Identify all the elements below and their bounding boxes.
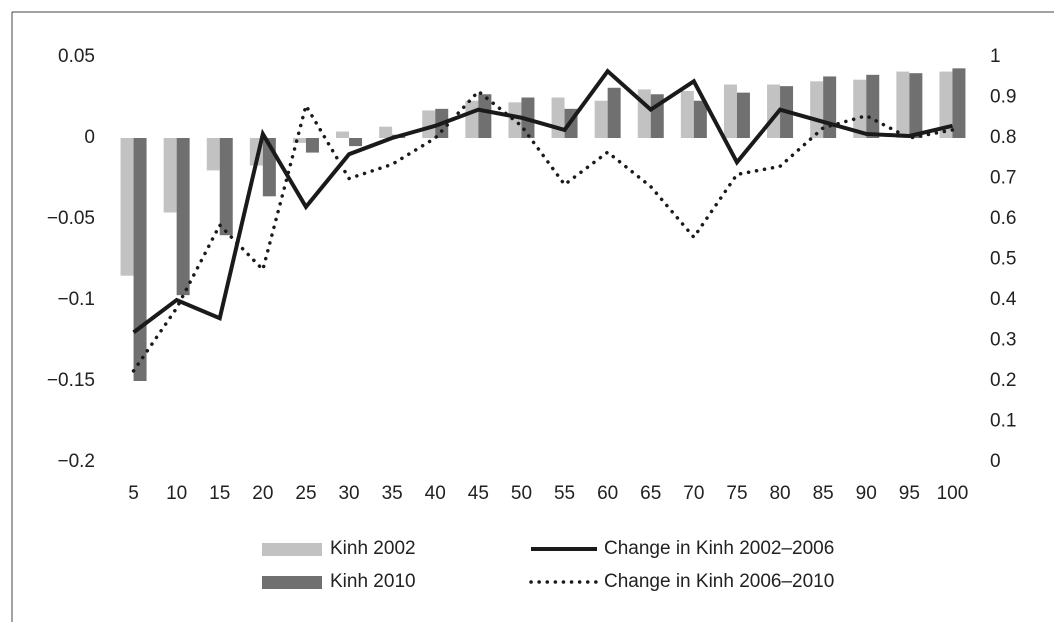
y2-tick-label: 0.2 <box>990 370 1016 391</box>
y-tick-label: −0.15 <box>47 370 95 391</box>
x-tick-label: 70 <box>683 483 704 504</box>
bar <box>163 138 177 213</box>
bar <box>810 81 824 138</box>
y-tick-label: −0.05 <box>47 208 95 229</box>
x-tick-label: 80 <box>769 483 790 504</box>
y2-tick-label: 0.3 <box>990 330 1016 351</box>
bar <box>909 73 923 138</box>
y2-tick-label: 1 <box>990 46 1001 67</box>
y2-tick-label: 0.7 <box>990 168 1016 189</box>
bar <box>693 100 707 138</box>
bar <box>823 76 837 138</box>
bar <box>219 138 233 236</box>
bar <box>206 138 220 171</box>
x-tick-label: 60 <box>597 483 618 504</box>
y2-tick-label: 0.8 <box>990 127 1016 148</box>
bar <box>551 97 565 138</box>
bar <box>896 71 910 138</box>
y-tick-label: −0.2 <box>57 451 95 472</box>
bar <box>939 71 953 138</box>
bar <box>952 68 966 138</box>
y2-tick-label: 0.5 <box>990 249 1016 270</box>
bar <box>336 131 350 138</box>
x-tick-label: 65 <box>640 483 661 504</box>
bar <box>736 92 750 138</box>
legend-label: Kinh 2010 <box>330 571 416 592</box>
bar <box>349 138 363 147</box>
bar <box>680 91 694 138</box>
bar <box>508 102 522 138</box>
x-tick-label: 20 <box>252 483 273 504</box>
x-tick-label: 45 <box>468 483 489 504</box>
bar <box>866 74 880 138</box>
x-tick-label: 30 <box>338 483 359 504</box>
legend-label: Change in Kinh 2006–2010 <box>604 571 834 592</box>
y-tick-label: 0.05 <box>58 46 95 67</box>
legend-swatch <box>262 576 322 589</box>
bar <box>176 138 190 296</box>
legend-label: Change in Kinh 2002–2006 <box>604 538 834 559</box>
x-tick-label: 85 <box>813 483 834 504</box>
x-tick-label: 75 <box>726 483 747 504</box>
x-tick-label: 100 <box>937 483 969 504</box>
x-tick-label: 55 <box>554 483 575 504</box>
bar <box>723 84 737 138</box>
y2-tick-label: 0 <box>990 451 1001 472</box>
legend-label: Kinh 2002 <box>330 538 416 559</box>
x-tick-label: 25 <box>295 483 316 504</box>
bar <box>594 100 608 138</box>
y2-tick-label: 0.6 <box>990 208 1016 229</box>
y2-tick-label: 0.1 <box>990 411 1016 432</box>
y-tick-label: 0 <box>84 127 95 148</box>
bar <box>422 110 436 138</box>
bar <box>465 100 479 138</box>
legend-swatch <box>262 543 322 556</box>
bar <box>120 138 134 276</box>
x-tick-label: 40 <box>425 483 446 504</box>
y-tick-label: −0.1 <box>57 289 95 310</box>
bar <box>637 89 651 138</box>
bar <box>853 79 867 138</box>
y2-tick-label: 0.9 <box>990 87 1016 108</box>
x-tick-label: 35 <box>382 483 403 504</box>
bar <box>292 138 306 143</box>
x-tick-label: 50 <box>511 483 532 504</box>
y2-tick-label: 0.4 <box>990 289 1017 310</box>
x-tick-label: 5 <box>128 483 139 504</box>
line <box>131 89 955 373</box>
x-tick-label: 15 <box>209 483 230 504</box>
bar <box>133 138 147 381</box>
bar <box>607 87 621 138</box>
x-tick-label: 10 <box>166 483 187 504</box>
bar <box>305 138 319 153</box>
line <box>132 68 953 334</box>
bar <box>478 94 492 138</box>
x-tick-label: 90 <box>856 483 877 504</box>
x-tick-label: 95 <box>899 483 920 504</box>
bar <box>379 126 393 138</box>
